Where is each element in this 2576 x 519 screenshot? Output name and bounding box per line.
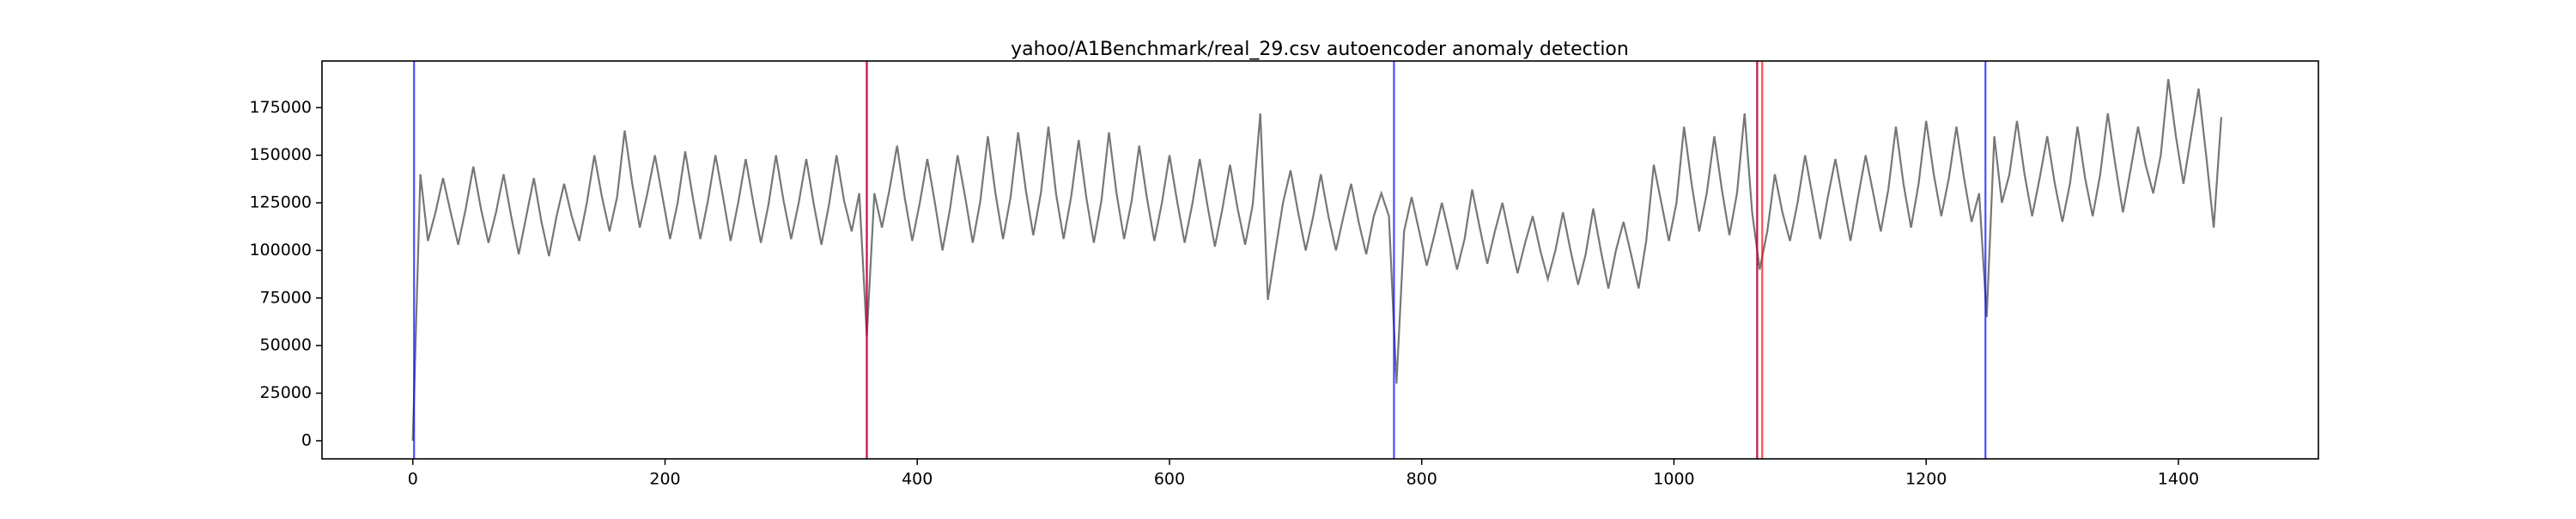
x-tick-label: 200 — [649, 470, 680, 489]
x-tick-label: 1000 — [1653, 470, 1694, 489]
x-tick-label: 0 — [408, 470, 418, 489]
y-tick-label: 100000 — [249, 241, 312, 260]
y-tick-label: 150000 — [249, 145, 312, 164]
plot-area — [411, 61, 2223, 459]
y-tick-label: 125000 — [249, 193, 312, 212]
y-tick-label: 50000 — [260, 336, 312, 355]
y-tick-label: 25000 — [260, 383, 312, 402]
x-tick-label: 400 — [902, 470, 933, 489]
x-tick-label: 800 — [1406, 470, 1437, 489]
x-tick-label: 1200 — [1905, 470, 1947, 489]
data-line — [411, 78, 2223, 441]
y-tick-label: 0 — [301, 430, 312, 449]
y-tick-label: 175000 — [249, 98, 312, 117]
chart-title: yahoo/A1Benchmark/real_29.csv autoencode… — [1011, 39, 1629, 60]
y-tick-label: 75000 — [260, 288, 312, 307]
x-tick-label: 600 — [1154, 470, 1185, 489]
axes-frame — [321, 60, 2319, 460]
x-tick-label: 1400 — [2158, 470, 2199, 489]
